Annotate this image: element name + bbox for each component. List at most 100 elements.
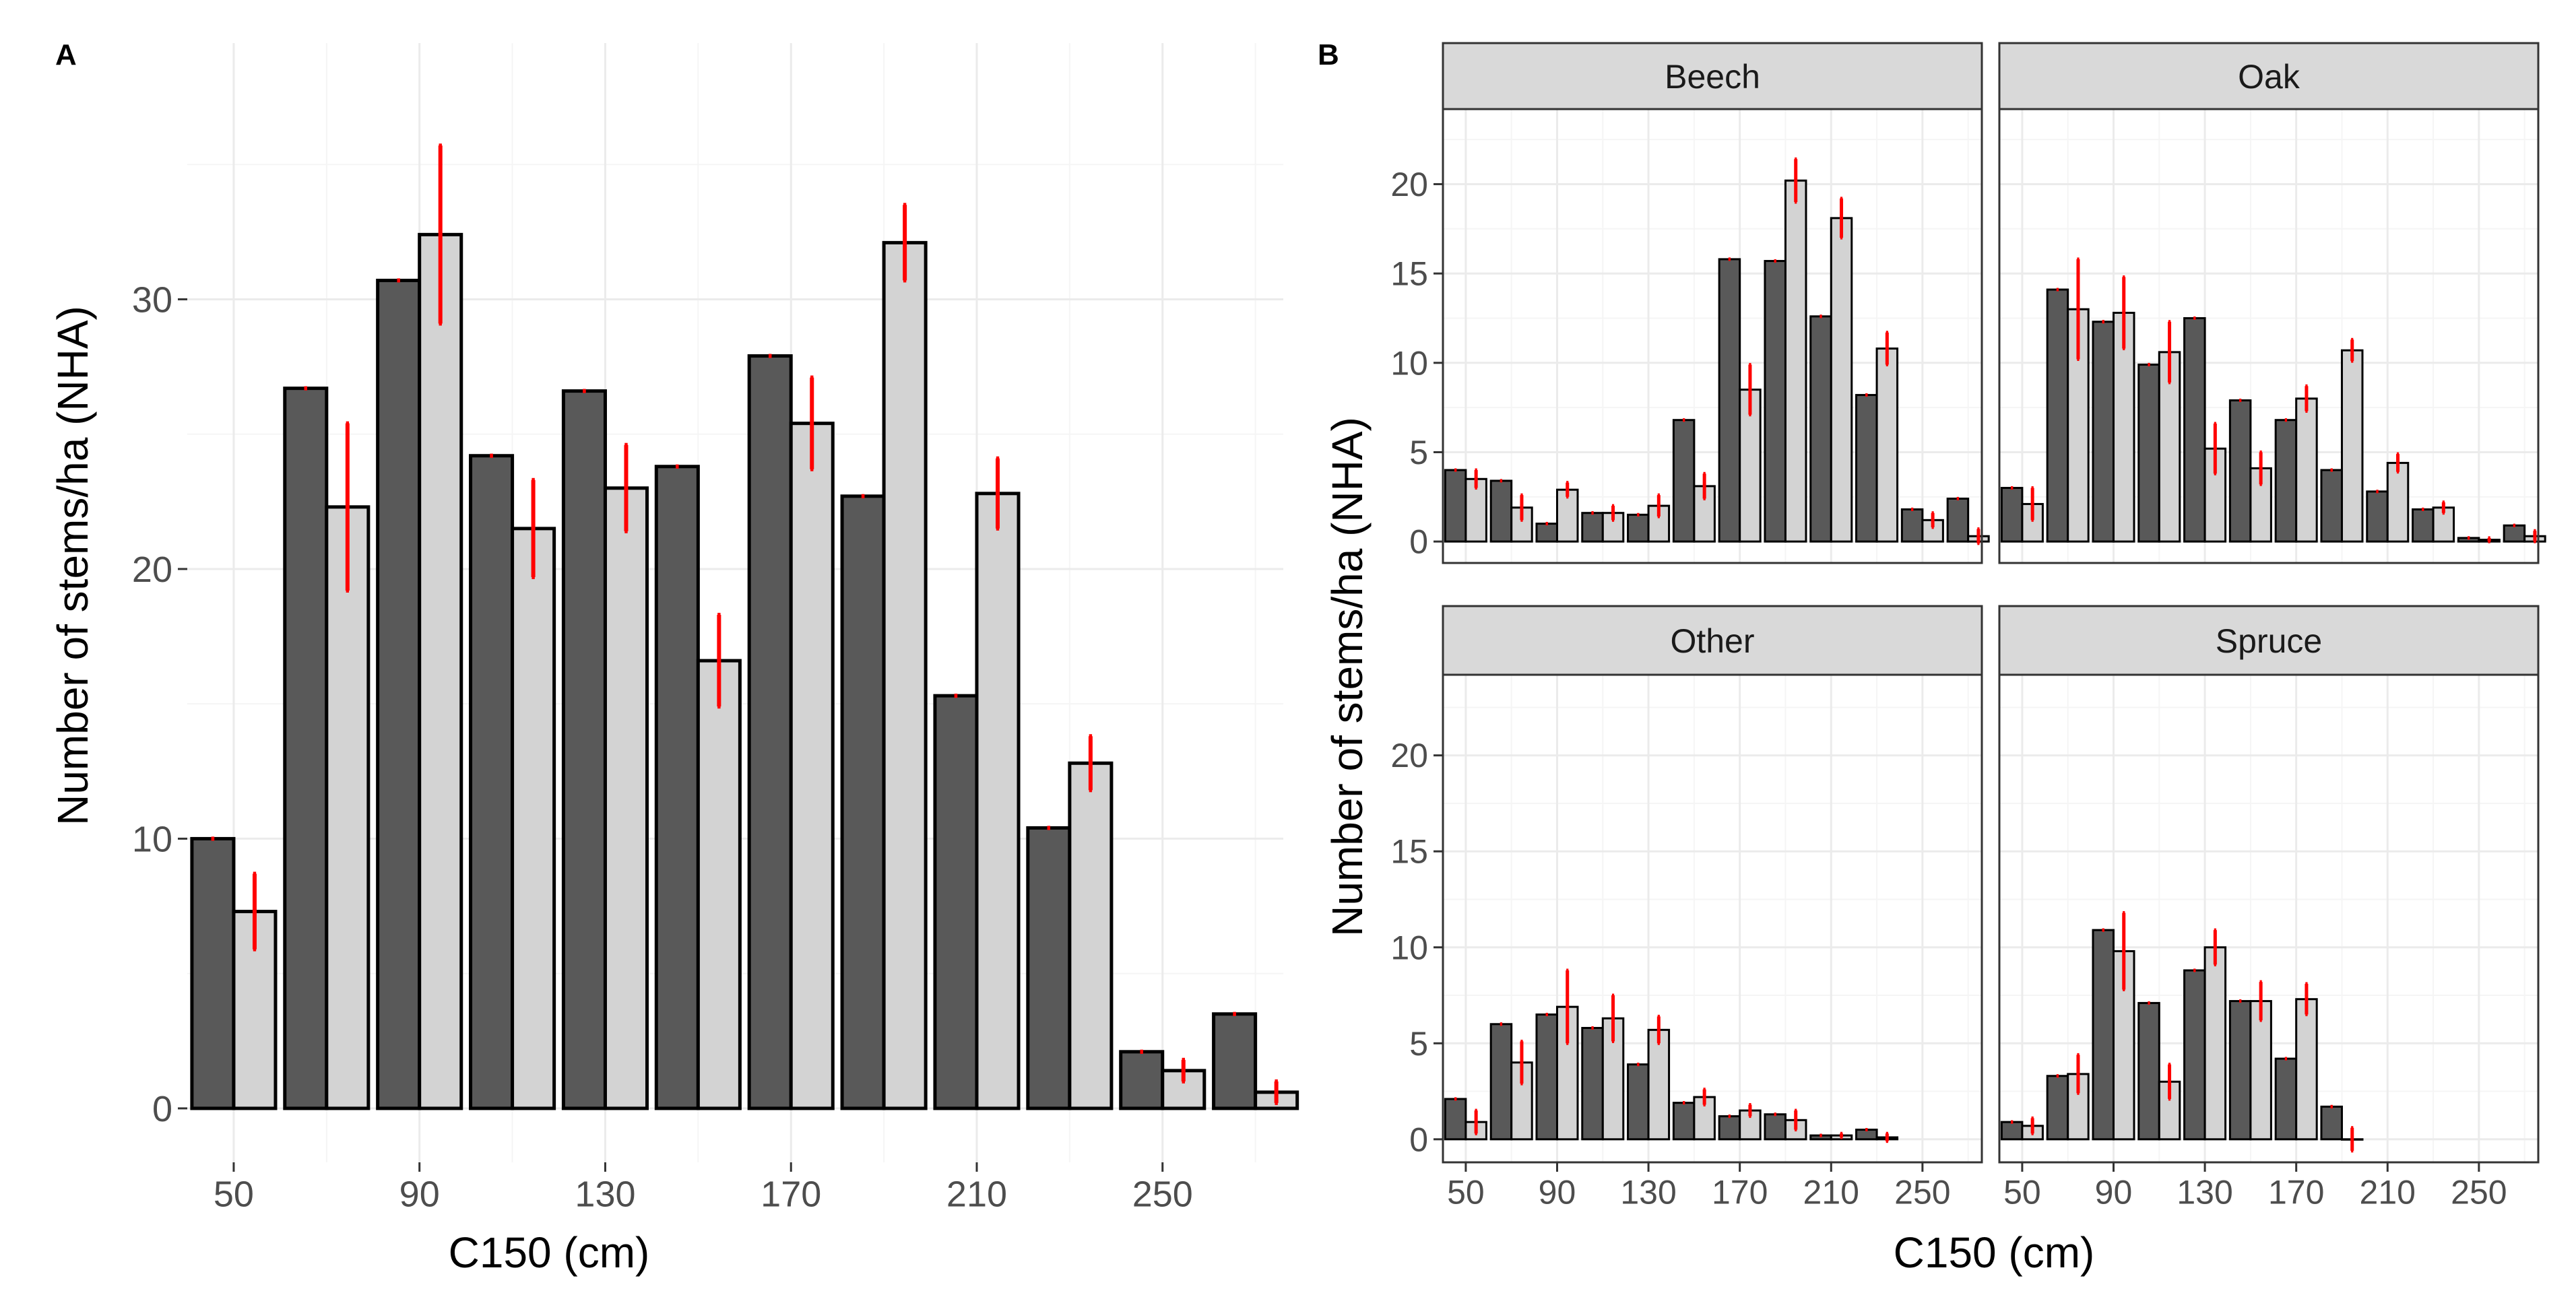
facet-spruce-x-tick-label: 90 [2095, 1174, 2133, 1211]
facet-oak-error-bar [2350, 337, 2354, 363]
facet-other-bar-dark [1764, 1113, 1786, 1141]
facet-other-bar-dark [1627, 1063, 1650, 1141]
facet-beech-bar-dark [1764, 260, 1786, 543]
facet-spruce-error-bar [2076, 1053, 2080, 1095]
panel-a-bar-light [603, 486, 649, 1110]
facet-other-x-tick-label: 210 [1803, 1174, 1859, 1211]
facet-beech-y-tick-label: 10 [1390, 344, 1428, 382]
panel-a-bar-light [789, 422, 835, 1110]
panel-a-x-tick-label: 210 [946, 1174, 1007, 1214]
panel-b-y-axis-title: Number of stems/ha (NHA) [1323, 417, 1372, 937]
facet-spruce-x-tick-label: 50 [2003, 1174, 2041, 1211]
facet-spruce-bar-dark [2092, 929, 2115, 1141]
facet-other-bar-dark [1718, 1115, 1741, 1141]
panel-a-x-tick-label: 50 [214, 1174, 254, 1214]
panel-a-error-bar [1088, 734, 1093, 793]
facet-spruce-x-tick-label: 170 [2268, 1174, 2324, 1211]
facet-oak-bar-dark [2412, 508, 2435, 543]
panel-a-x-tick-label: 250 [1132, 1174, 1193, 1214]
facet-spruce-x-tick-label: 130 [2177, 1174, 2232, 1211]
facet-oak-bar-light [2340, 349, 2364, 543]
facet-spruce-bar-dark [2183, 969, 2206, 1141]
facet-other-x-tick-label: 90 [1539, 1174, 1576, 1211]
facet-beech-y-tick-label: 0 [1409, 523, 1428, 561]
panel-a-bar-dark [933, 694, 979, 1110]
facet-other: Other 0 5 10 15 20 50 90 130 170 210 250 [1390, 605, 1983, 1211]
facet-oak-error-bar [2533, 529, 2537, 543]
facet-spruce-bar-dark [2000, 1121, 2024, 1141]
facet-beech-plot [1443, 109, 1990, 563]
facet-other-error-bar [1520, 1039, 1524, 1086]
facet-beech-bar-dark [1444, 469, 1467, 543]
panel-a-error-bar [717, 613, 721, 709]
panel-a-bar-dark [561, 389, 607, 1110]
panel-a-x-tick-label: 130 [575, 1174, 635, 1214]
facet-other-bar-dark [1535, 1013, 1558, 1141]
panel-b-x-axis-title: C150 (cm) [1894, 1228, 2095, 1277]
facet-spruce-error-bar [2030, 1116, 2034, 1135]
panel-a-bar-light [325, 505, 371, 1110]
facet-oak-error-bar [2030, 486, 2034, 522]
facet-other-error-bar [1474, 1108, 1478, 1135]
facet-beech-y-tick-label: 5 [1409, 434, 1428, 471]
facet-other-bar-dark [1444, 1098, 1467, 1141]
panel-a-bar-light [975, 492, 1021, 1110]
facet-oak-bar-dark [2092, 321, 2115, 543]
facet-other-error-bar [1566, 968, 1570, 1045]
facet-oak-error-bar [2168, 320, 2172, 385]
facet-oak-bar-dark [2183, 317, 2206, 543]
facet-spruce-error-bar [2305, 982, 2309, 1017]
facet-oak-bar-dark [2503, 524, 2526, 543]
facet-spruce-bar-light [2249, 1000, 2272, 1141]
facet-beech-error-bar [1656, 493, 1661, 519]
facet-oak-bar-dark [2046, 288, 2069, 543]
panel-a-label: A [55, 38, 77, 71]
facet-beech-error-bar [1520, 493, 1524, 522]
facet-beech-bar-dark [1900, 508, 1924, 543]
facet-oak-bar-light [2295, 397, 2318, 543]
facet-beech-error-bar [1566, 481, 1570, 499]
panel-a-y-tick-label: 0 [152, 1089, 172, 1129]
panel-a-error-bar [1274, 1079, 1279, 1105]
facet-beech-bar-dark [1489, 479, 1513, 543]
facet-oak-error-bar [2122, 275, 2126, 351]
panel-a-bar-light [882, 240, 928, 1110]
facet-other-y-tick-label: 15 [1390, 833, 1428, 871]
panel-a-plot [187, 43, 1299, 1162]
facet-beech-bar-dark [1581, 512, 1604, 543]
facet-beech-bar-dark [1535, 523, 1558, 543]
facet-other-error-bar [1840, 1131, 1844, 1139]
facet-oak-bar-dark [2320, 469, 2343, 543]
facet-oak-strip-title: Oak [2238, 58, 2300, 96]
panel-a-x-tick-label: 170 [761, 1174, 821, 1214]
facet-oak-bar-light [2112, 312, 2135, 543]
facet-beech-strip-title: Beech [1665, 58, 1760, 96]
panel-a-bar-dark [654, 465, 700, 1110]
facet-spruce-error-bar [2168, 1063, 2172, 1101]
panel-a-bar-dark [469, 454, 515, 1110]
facet-beech-error-bar [1702, 471, 1706, 500]
panel-a-chart: A Number of stems/ha (NHA) C150 (cm) 0 10… [49, 38, 1299, 1277]
facet-other-error-bar [1702, 1088, 1706, 1106]
facet-other-y-tick-label: 0 [1409, 1121, 1428, 1158]
facet-spruce-x-tick-label: 250 [2451, 1174, 2507, 1211]
facet-other-strip-title: Other [1670, 622, 1754, 660]
panel-a-bar-dark [190, 836, 236, 1110]
facet-beech-error-bar [1976, 527, 1981, 545]
facet-beech-error-bar [1474, 468, 1478, 490]
facet-spruce-strip [1998, 605, 2540, 676]
panel-a-error-bar [531, 477, 536, 579]
facet-beech-strip [1442, 42, 1983, 110]
facet-beech-border [1442, 108, 1983, 564]
facet-other-bar-light [1647, 1028, 1671, 1141]
facet-oak-error-bar [2259, 450, 2263, 486]
facet-spruce-strip-title: Spruce [2216, 622, 2322, 660]
facet-spruce-x-tick-label: 210 [2360, 1174, 2416, 1211]
facet-beech-error-bar [1885, 331, 1889, 366]
facet-oak-bar-light [2386, 461, 2410, 543]
facet-beech-y-tick-label: 15 [1390, 255, 1428, 293]
facet-spruce-bar-light [2203, 946, 2227, 1141]
panel-a-y-tick-label: 20 [132, 550, 172, 590]
facet-beech-bar-dark [1672, 419, 1696, 543]
facet-spruce-error-bar [2213, 928, 2217, 966]
